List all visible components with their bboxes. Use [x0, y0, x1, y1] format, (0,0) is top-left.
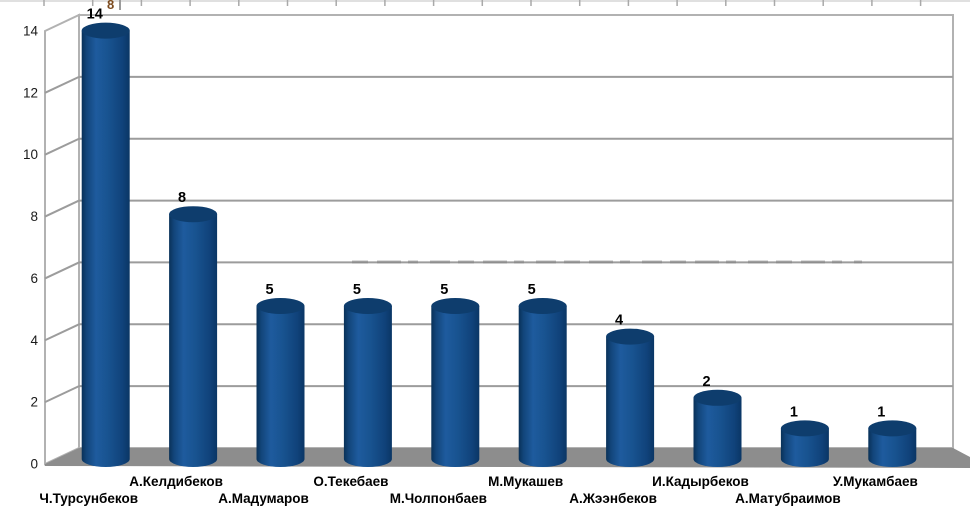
category-label: А.Жээнбеков: [569, 491, 657, 506]
bars: [81, 22, 917, 467]
bar-value-label: 14: [87, 7, 103, 23]
gridline-sidewall: [44, 261, 80, 280]
back-wall: [78, 14, 954, 449]
cylinder-body: [606, 336, 655, 467]
y-axis-label: 14: [23, 23, 39, 38]
gridlines: [44, 75, 953, 404]
gridline-sidewall: [44, 323, 80, 342]
cylinder-top: [256, 298, 305, 314]
bar-value-label: 5: [353, 282, 361, 298]
category-label: М.Чолпонбаев: [390, 491, 487, 506]
bar-value-label: 5: [440, 282, 448, 298]
y-axis-label: 8: [30, 209, 38, 224]
bar-cylinder: [343, 298, 392, 467]
bar-cylinder: [169, 206, 218, 467]
cylinder-top: [780, 420, 829, 437]
cylinder-top: [169, 206, 218, 223]
cylinder-body: [780, 428, 829, 467]
bar-cylinder: [518, 298, 567, 467]
bar-cylinder: [256, 298, 305, 467]
y-axis-label: 0: [30, 457, 38, 472]
category-label: Ч.Турсунбеков: [39, 491, 138, 506]
cylinder-top: [431, 298, 480, 314]
cylinder-body: [431, 306, 480, 467]
y-axis-label: 4: [30, 333, 38, 348]
cropped-digit-artifact: 8: [107, 0, 115, 12]
gridline-sidewall: [44, 199, 80, 218]
cylinder-top: [693, 389, 742, 406]
cylinder-body: [81, 30, 130, 467]
y-axis-label: 2: [30, 395, 38, 410]
left-wall: [44, 13, 80, 466]
category-label: А.Келдибеков: [129, 474, 223, 489]
cylinder-body: [693, 397, 742, 467]
cylinder-top: [518, 298, 567, 314]
plot-walls: [44, 13, 954, 466]
y-axis-label: 10: [23, 147, 38, 162]
bar-value-label: 1: [877, 404, 885, 420]
bar-value-label: 8: [178, 190, 186, 206]
cylinder-top: [606, 328, 655, 345]
bar-value-label: 4: [615, 313, 623, 329]
cylinder-top: [868, 420, 917, 437]
cylinder-body: [169, 214, 218, 467]
bar-cylinder: [780, 420, 829, 467]
y-axis-label: 6: [30, 271, 38, 286]
cylinder-body: [256, 306, 305, 467]
cylinder-body: [518, 306, 567, 467]
category-label: М.Мукашев: [488, 474, 563, 489]
bar-value-label: 5: [265, 282, 273, 298]
cropped-tick-artifact: [119, 0, 121, 10]
cylinder-top: [81, 22, 130, 39]
bar-value-label: 1: [790, 404, 798, 420]
category-label: А.Мадумаров: [218, 491, 309, 506]
gridline-sidewall: [44, 137, 80, 156]
bar-cylinder: [81, 22, 130, 467]
bar-value-label: 2: [702, 374, 710, 390]
cylinder-top: [343, 298, 392, 314]
cylinder-body: [868, 428, 917, 467]
cylinder-body: [343, 306, 392, 467]
top-ruler-artifact: [0, 0, 970, 6]
category-label: О.Текебаев: [313, 474, 388, 489]
bar-value-label: 5: [528, 282, 536, 298]
bar-cylinder: [693, 389, 742, 467]
gridline-sidewall: [44, 75, 80, 94]
bar-cylinder: [431, 298, 480, 467]
category-label: У.Мукамбаев: [833, 474, 918, 489]
category-label: И.Кадырбеков: [652, 474, 749, 489]
bar-cylinder: [868, 420, 917, 467]
gridline-sidewall: [44, 385, 80, 404]
y-axis-label: 12: [23, 85, 38, 100]
bar-cylinder: [606, 328, 655, 467]
category-label: А.Матубраимов: [735, 491, 841, 506]
